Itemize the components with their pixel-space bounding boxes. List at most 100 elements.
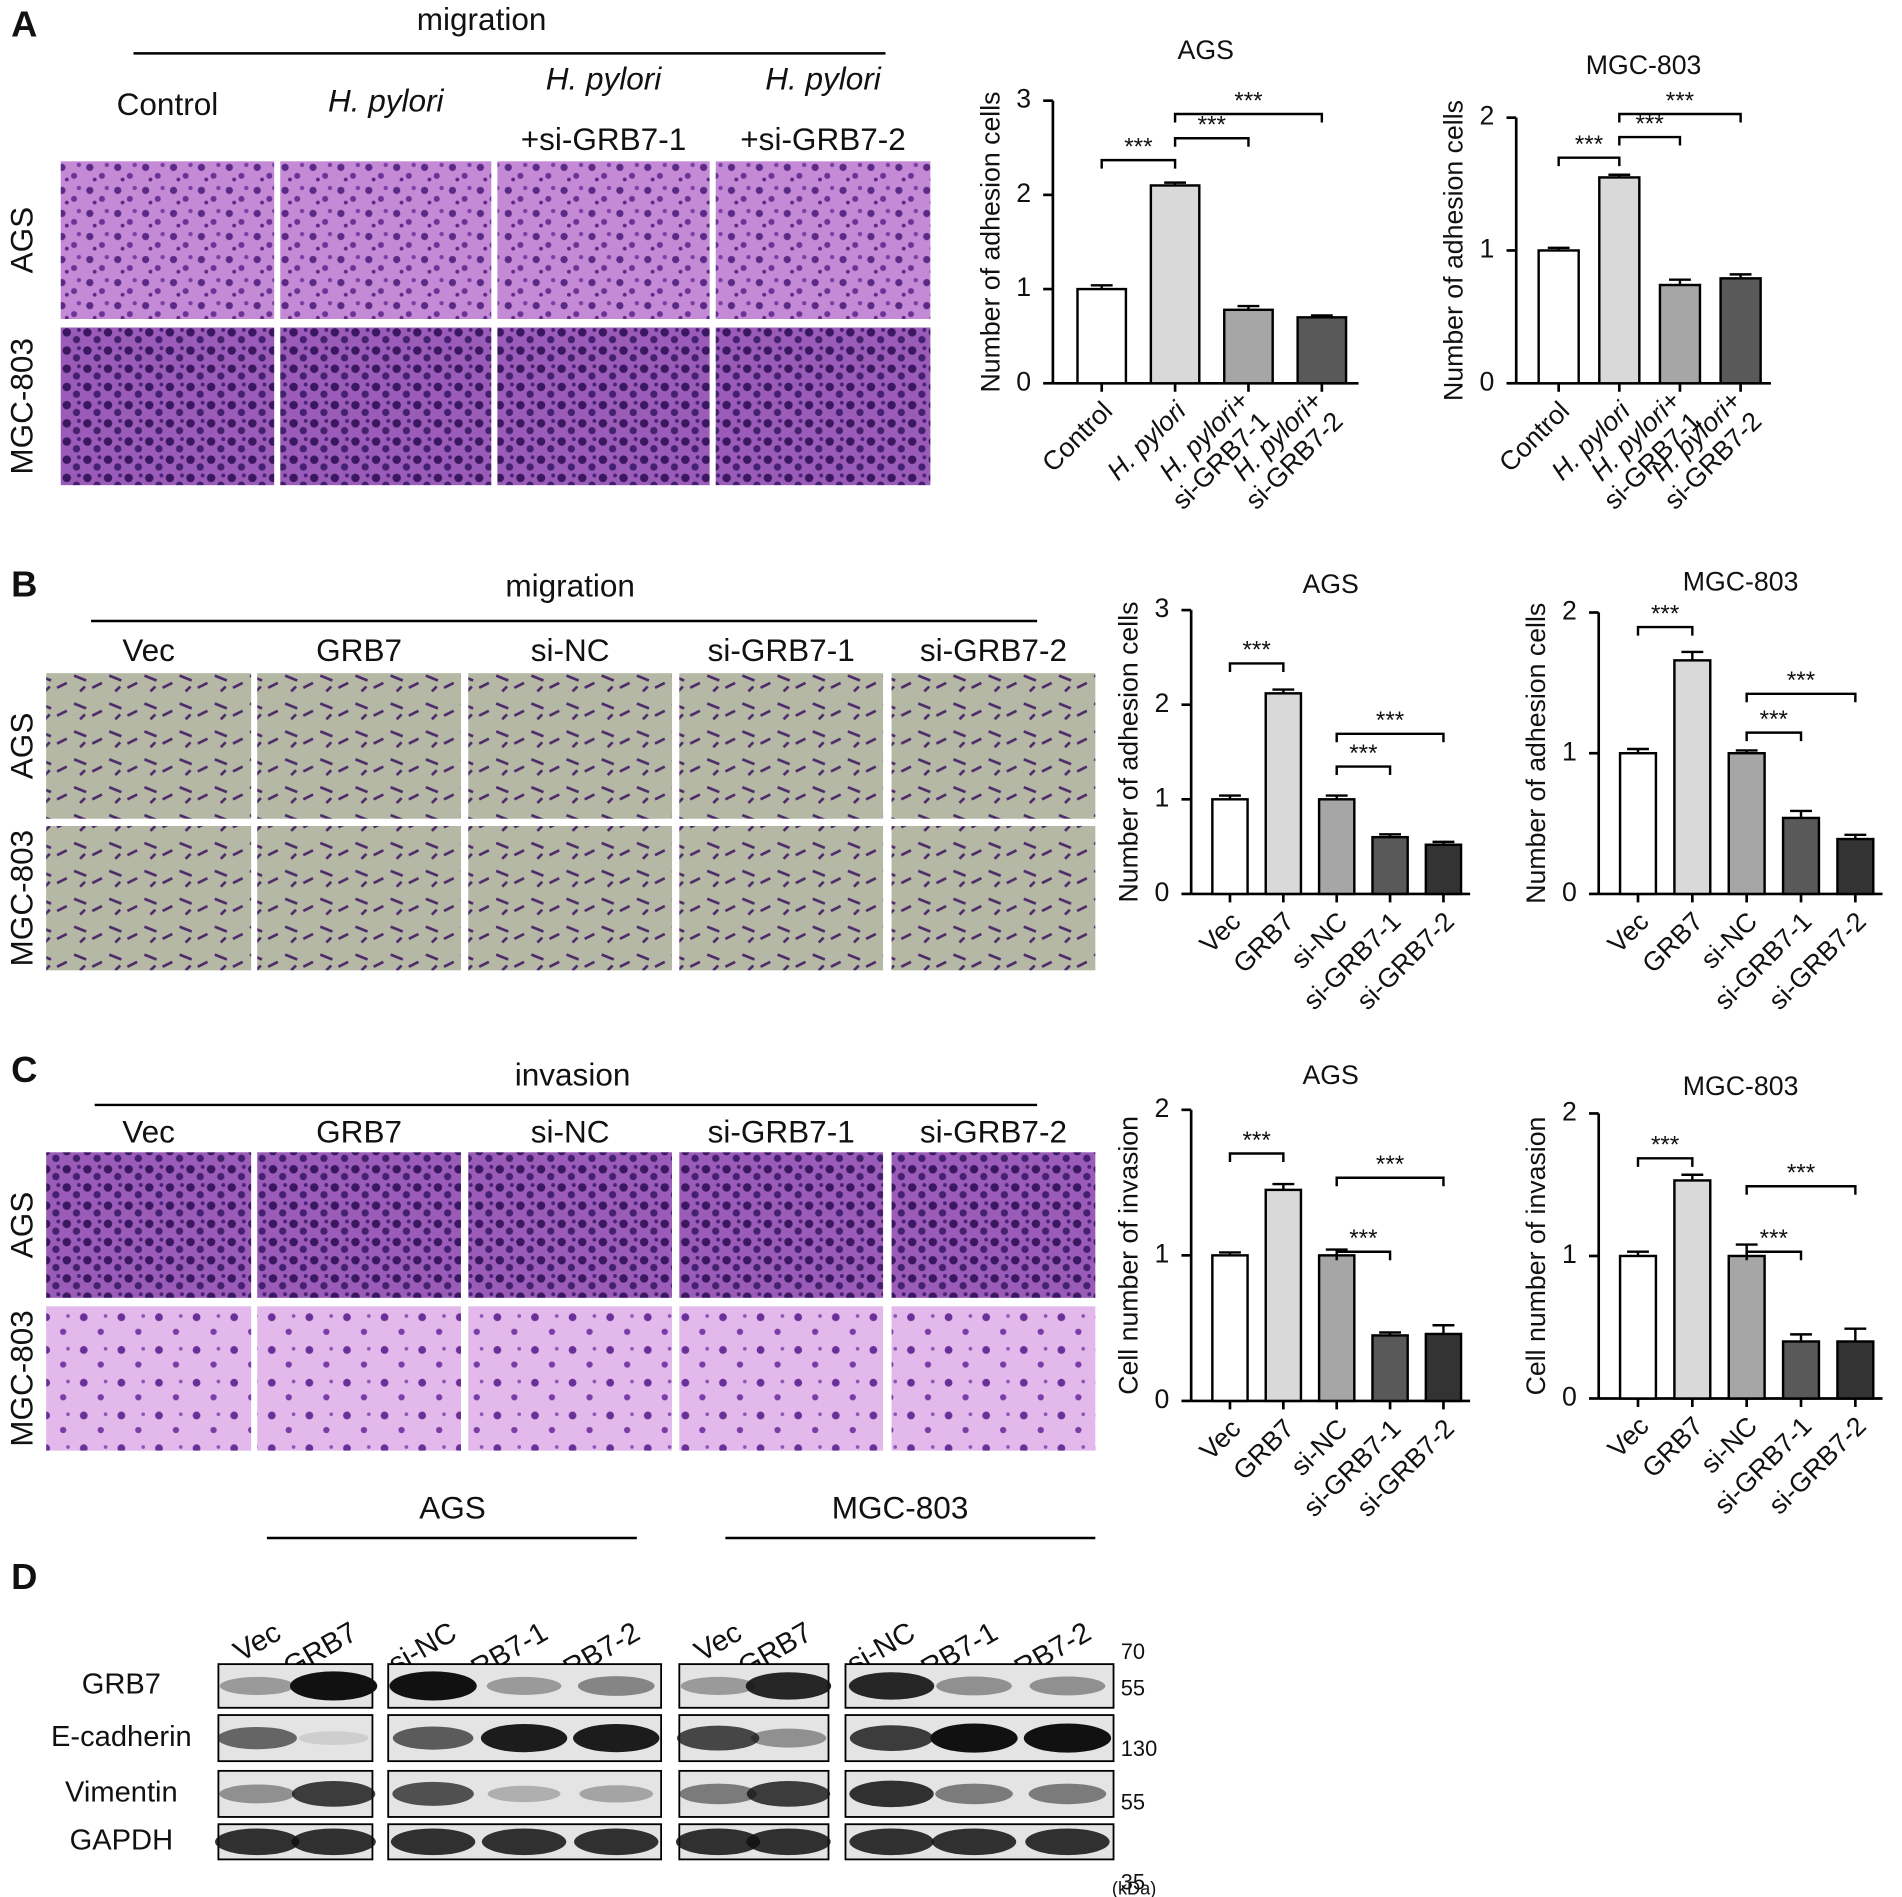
- micrograph: [715, 327, 931, 486]
- bar: [1836, 837, 1875, 896]
- category-label: GRB7: [1227, 1413, 1300, 1486]
- bar: [1264, 692, 1303, 896]
- band: [849, 1828, 934, 1856]
- row-label: AGS: [4, 1192, 40, 1259]
- column-label: Control: [117, 86, 219, 122]
- band: [679, 1783, 757, 1805]
- significance-label: ***: [1242, 637, 1271, 664]
- y-axis-label: Cell number of invasion: [1114, 1116, 1144, 1395]
- category-label: GRB7: [1636, 1411, 1709, 1484]
- row-label: MGC-803: [4, 1310, 40, 1447]
- group-header: MGC-803: [832, 1489, 969, 1525]
- bar: [1211, 1254, 1249, 1403]
- y-axis-label: Number of adhesion cells: [1439, 100, 1469, 401]
- y-tick-label: 2: [1480, 101, 1495, 131]
- panel-label: B: [11, 564, 37, 605]
- band: [291, 1828, 376, 1856]
- bar: [1424, 843, 1463, 896]
- micrograph: [891, 1152, 1096, 1298]
- bar: [1317, 1254, 1356, 1403]
- category-label: GRB7: [1227, 906, 1300, 979]
- group-header: invasion: [515, 1056, 631, 1092]
- y-tick-label: 1: [1154, 1238, 1169, 1268]
- bar: [1618, 752, 1658, 896]
- band: [219, 1676, 295, 1695]
- bar: [1371, 1334, 1409, 1403]
- micrograph: [280, 161, 492, 319]
- band: [389, 1671, 477, 1701]
- y-tick-label: 1: [1562, 736, 1577, 766]
- x-tick-label: GRB7: [1227, 1413, 1300, 1486]
- marker-label: 130: [1121, 1736, 1157, 1761]
- significance-label: ***: [1349, 740, 1378, 767]
- category-label: GRB7: [1636, 906, 1709, 979]
- column-label: Vec: [122, 632, 175, 668]
- protein-label: E-cadherin: [51, 1721, 192, 1753]
- micrograph: [280, 327, 492, 486]
- significance-bracket: [1100, 158, 1177, 169]
- y-tick-label: 2: [1016, 178, 1031, 208]
- significance-label: ***: [1787, 1160, 1816, 1187]
- significance-bracket: [1745, 1185, 1857, 1195]
- significance-label: ***: [1376, 707, 1405, 734]
- column-label: si-GRB7-2: [920, 632, 1067, 668]
- band: [390, 1828, 476, 1856]
- column-label: Vec: [122, 1113, 175, 1149]
- group-header: migration: [505, 568, 635, 604]
- bar: [1719, 277, 1762, 385]
- band: [392, 1781, 474, 1806]
- significance-label: ***: [1234, 87, 1263, 114]
- column-label: H. pylori: [546, 61, 663, 97]
- micrograph: [468, 673, 673, 819]
- micrograph: [679, 1152, 884, 1298]
- band: [487, 1785, 561, 1803]
- y-tick-label: 0: [1016, 366, 1031, 396]
- micrograph: [891, 1306, 1096, 1451]
- significance-label: ***: [1124, 133, 1153, 160]
- micrograph: [679, 825, 884, 971]
- chart-title: AGS: [1302, 569, 1358, 599]
- significance-label: ***: [1198, 112, 1227, 139]
- y-axis-label: Cell number of invasion: [1521, 1117, 1551, 1396]
- band: [849, 1780, 934, 1808]
- significance-bracket: [1636, 625, 1694, 636]
- significance-label: ***: [1760, 706, 1789, 733]
- y-tick-label: 0: [1154, 877, 1169, 907]
- marker-label: 55: [1121, 1789, 1145, 1814]
- band: [675, 1828, 761, 1856]
- column-label: GRB7: [316, 1113, 402, 1149]
- band: [486, 1676, 562, 1695]
- band: [1028, 1783, 1107, 1805]
- band: [930, 1723, 1018, 1753]
- lane-label: Vec: [228, 1616, 286, 1668]
- row-label: MGC-803: [4, 830, 40, 967]
- significance-bracket: [1173, 112, 1324, 123]
- micrograph: [715, 161, 931, 319]
- y-axis-label: Number of adhesion cells: [975, 91, 1005, 392]
- protein-label: GAPDH: [70, 1824, 173, 1856]
- bar: [1537, 249, 1580, 385]
- column-label: H. pylori: [765, 61, 882, 97]
- significance-bracket: [1745, 731, 1803, 742]
- bar: [1673, 659, 1712, 896]
- significance-bracket: [1335, 765, 1392, 776]
- band: [289, 1671, 378, 1701]
- panel-label: A: [11, 3, 37, 44]
- significance-label: ***: [1760, 1225, 1789, 1252]
- significance-label: ***: [1666, 87, 1695, 114]
- band: [392, 1726, 474, 1750]
- bar: [1781, 1340, 1821, 1400]
- column-label: si-NC: [531, 1113, 610, 1149]
- band: [750, 1728, 827, 1748]
- band: [573, 1723, 660, 1753]
- micrograph: [891, 673, 1096, 819]
- bar: [1371, 835, 1409, 896]
- protein-label: Vimentin: [65, 1777, 178, 1809]
- band: [298, 1731, 369, 1746]
- micrograph: [60, 327, 275, 486]
- bar: [1296, 316, 1348, 385]
- column-label: si-GRB7-2: [920, 1113, 1067, 1149]
- chart-title: AGS: [1302, 1060, 1358, 1090]
- micrograph: [46, 1152, 252, 1298]
- micrograph: [679, 673, 884, 819]
